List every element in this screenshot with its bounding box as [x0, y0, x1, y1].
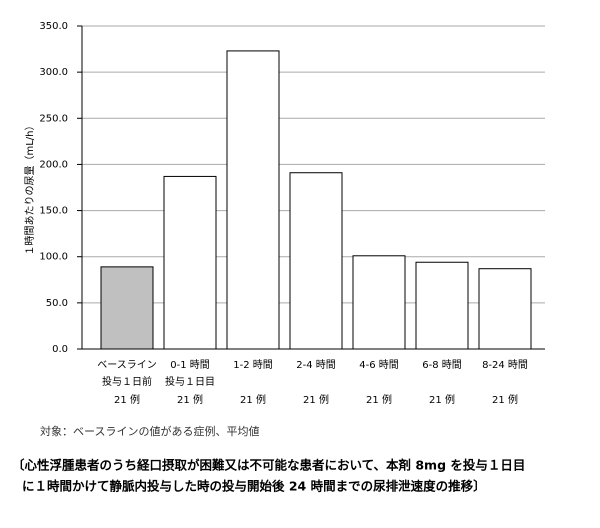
bar: [289, 172, 343, 350]
y-tick-label: 250.0: [39, 113, 68, 124]
x-tick-label: 6-8 時間: [422, 359, 462, 371]
bar: [100, 266, 154, 350]
y-tick-label: 100.0: [39, 252, 68, 263]
y-tick-label: 50.0: [46, 298, 68, 309]
sample-size: 21 例: [429, 393, 455, 406]
x-tick-label: ベースライン: [97, 359, 157, 371]
y-tick-label: 300.0: [39, 67, 68, 78]
x-tick-label: 4-6 時間: [359, 359, 399, 371]
sample-size: 21 例: [366, 393, 392, 406]
x-tick-label: 1-2 時間: [233, 359, 273, 371]
bar: [352, 255, 406, 350]
sample-size: 21 例: [303, 393, 329, 406]
y-tick-label: 150.0: [39, 206, 68, 217]
x-tick-label: 投与１日目: [165, 375, 215, 388]
x-tick-label: 8-24 時間: [482, 359, 528, 371]
y-tick-label: 200.0: [39, 159, 68, 170]
x-tick-label: 0-1 時間: [170, 359, 210, 371]
caption-line: に１時間かけて静脈内投与した時の投与開始後 24 時間までの尿排泄速度の推移〕: [22, 479, 486, 494]
caption-line: 〔心性浮腫患者のうち経口摂取が困難又は不可能な患者において、本剤 8mg を投与…: [12, 458, 525, 473]
bar: [163, 175, 217, 350]
x-tick-label: 投与１日前: [102, 375, 152, 388]
bar: [226, 50, 280, 350]
sample-size: 21 例: [114, 393, 140, 406]
bar: [415, 261, 469, 350]
y-axis-label: １時間あたりの尿量（mL/h）: [24, 120, 36, 255]
bar: [478, 268, 532, 350]
sample-size: 21 例: [492, 393, 518, 406]
note: 対象：ベースラインの値がある症例、平均値: [40, 424, 259, 438]
sample-size: 21 例: [177, 393, 203, 406]
y-tick-label: 350.0: [39, 21, 68, 32]
sample-size: 21 例: [240, 393, 266, 406]
y-tick-label: 0.0: [52, 344, 68, 355]
x-tick-label: 2-4 時間: [296, 359, 336, 371]
